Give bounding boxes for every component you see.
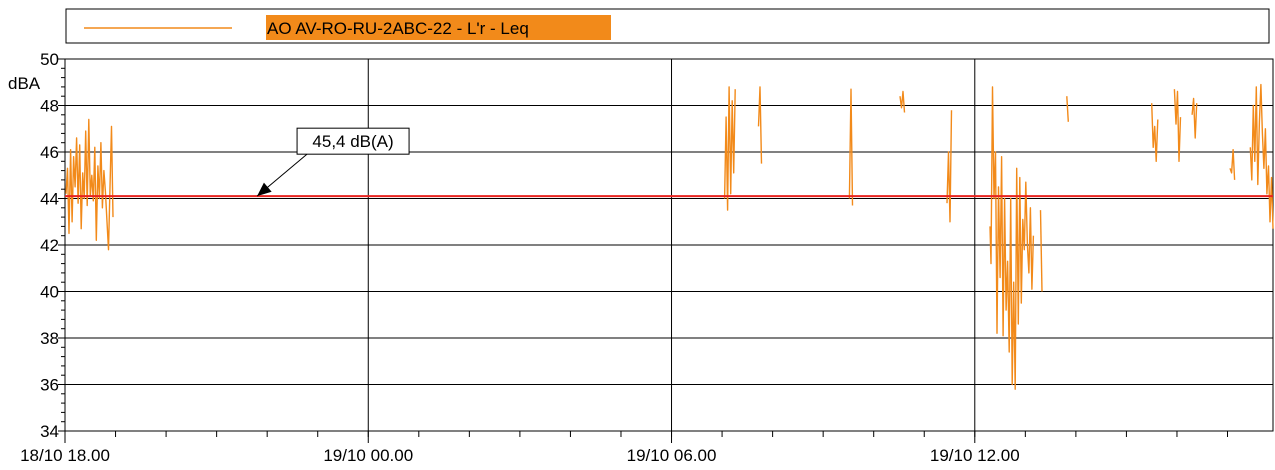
series-segment: [946, 110, 953, 223]
y-tick-label: 48: [40, 97, 59, 116]
x-tick-label: 19/10 00.00: [323, 446, 413, 465]
series-segment: [1039, 210, 1043, 292]
legend-label: AO AV-RO-RU-2ABC-22 - L'r - Leq: [267, 19, 529, 38]
x-tick-label: 19/10 06.00: [627, 446, 717, 465]
annotation-label: 45,4 dB(A): [312, 132, 393, 151]
series-segment: [723, 86, 736, 211]
series-segment: [848, 88, 854, 206]
x-tick-label: 19/10 12.00: [930, 446, 1020, 465]
series-segment: [1249, 83, 1274, 229]
x-tick-label: 18/10 18.00: [20, 446, 110, 465]
grid: [65, 59, 1273, 431]
y-axis: 34 36 38 40 42 44 46 48 50: [40, 50, 65, 441]
y-axis-unit-label: dBA: [8, 74, 41, 93]
legend-label-highlight: [266, 15, 611, 40]
y-tick-label: 38: [40, 329, 59, 348]
y-tick-label: 36: [40, 376, 59, 395]
series-segment: [1191, 97, 1198, 139]
y-tick-label: 40: [40, 283, 59, 302]
series-segment: [989, 86, 1035, 390]
series-segment: [65, 118, 114, 251]
series-segment: [757, 86, 763, 164]
series-segment: [1151, 103, 1159, 163]
annotation: 45,4 dB(A): [256, 127, 410, 197]
series-segment: [1229, 148, 1236, 180]
y-tick-label: 42: [40, 236, 59, 255]
series-segment: [1173, 89, 1182, 163]
y-tick-label: 46: [40, 143, 59, 162]
y-tick-label: 50: [40, 50, 59, 69]
series-leq: [65, 83, 1274, 390]
x-axis: 18/10 18.00 19/10 00.00 19/10 06.00 19/10 1…: [20, 431, 1229, 465]
y-tick-label: 34: [40, 422, 59, 441]
y-tick-label: 44: [40, 190, 59, 209]
legend-frame: [65, 8, 1270, 44]
annotation-arrow-head: [257, 182, 272, 197]
legend: AO AV-RO-RU-2ABC-22 - L'r - Leq: [65, 8, 1270, 44]
series-segment: [899, 90, 906, 113]
annotation-box: [296, 127, 410, 155]
series-segment: [1066, 96, 1069, 122]
